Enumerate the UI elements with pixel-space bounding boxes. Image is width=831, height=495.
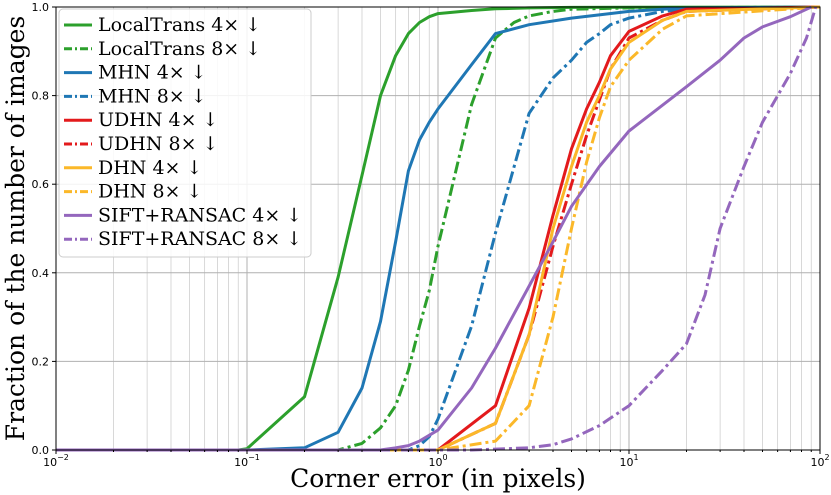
y-tick-label: 0.6 <box>32 178 50 191</box>
y-tick-label: 0.0 <box>32 444 50 457</box>
series-line-2 <box>56 5 821 452</box>
legend-label: UDHN 8× ↓ <box>98 133 218 155</box>
series-line-7 <box>56 5 821 452</box>
series-line-4 <box>56 5 821 452</box>
series-line-1 <box>56 5 821 452</box>
legend-label: SIFT+RANSAC 4× ↓ <box>98 204 302 226</box>
legend-label: DHN 8× ↓ <box>98 181 202 203</box>
series-line-9 <box>56 6 818 452</box>
series-line-0 <box>56 5 821 452</box>
x-tick-label: 101 <box>619 453 638 469</box>
legend-label: LocalTrans 4× ↓ <box>98 14 261 36</box>
series-line-8 <box>56 5 812 452</box>
legend-label: UDHN 4× ↓ <box>98 109 218 131</box>
legend-label: MHN 4× ↓ <box>98 62 207 84</box>
y-tick-label: 1.0 <box>32 1 50 14</box>
x-tick-label: 102 <box>810 453 829 469</box>
x-tick-label: 10−1 <box>234 453 260 469</box>
y-tick-label: 0.8 <box>32 90 50 103</box>
legend-label: SIFT+RANSAC 8× ↓ <box>98 228 302 250</box>
series-layer <box>56 5 821 452</box>
y-axis-label: Fraction of the number of images <box>1 16 30 442</box>
legend: LocalTrans 4× ↓LocalTrans 8× ↓MHN 4× ↓MH… <box>58 8 312 258</box>
legend-label: LocalTrans 8× ↓ <box>98 38 261 60</box>
legend-label: DHN 4× ↓ <box>98 157 202 179</box>
series-line-3 <box>56 5 821 452</box>
legend-box <box>58 8 312 258</box>
series-line-6 <box>56 5 821 452</box>
y-tick-label: 0.4 <box>32 267 50 280</box>
y-tick-label: 0.2 <box>32 355 50 368</box>
legend-label: MHN 8× ↓ <box>98 85 207 107</box>
x-axis-label: Corner error (in pixels) <box>290 464 586 493</box>
